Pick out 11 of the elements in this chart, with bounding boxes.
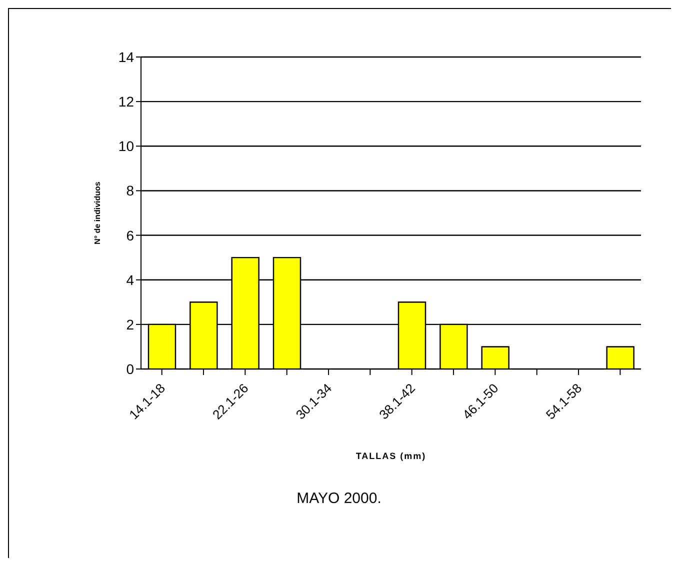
y-tick-label: 4 [126,272,134,288]
text: MAYO 2000. [296,490,382,507]
y-axis-title: N° de individuos [92,181,102,244]
y-tick-label: 6 [126,227,134,244]
y-tick-label: 2 [126,316,134,332]
y-tick-label: 8 [126,182,134,199]
x-axis-title: TALLAS (mm) [356,451,426,461]
y-tick-label: 10 [118,138,134,154]
y-tick-label: 0 [126,360,134,377]
y-tick-label: 12 [118,94,134,110]
y-tick-label: 14 [118,48,134,65]
